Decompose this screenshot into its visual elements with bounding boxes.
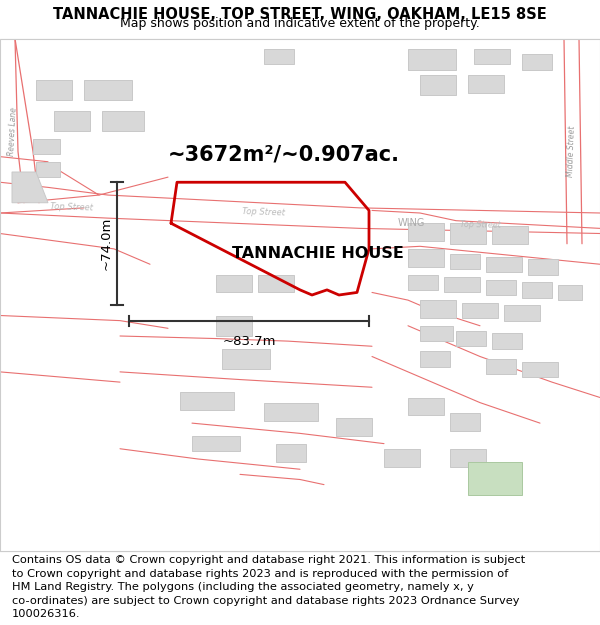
Polygon shape — [558, 285, 582, 300]
Text: Top Street: Top Street — [460, 220, 500, 229]
Polygon shape — [450, 254, 480, 269]
Polygon shape — [216, 274, 252, 292]
Polygon shape — [444, 277, 480, 292]
Polygon shape — [462, 302, 498, 318]
Polygon shape — [408, 274, 438, 290]
Polygon shape — [474, 49, 510, 64]
Polygon shape — [420, 326, 453, 341]
Polygon shape — [102, 111, 144, 131]
Polygon shape — [420, 74, 456, 95]
Polygon shape — [264, 402, 318, 421]
Polygon shape — [258, 274, 294, 292]
Polygon shape — [420, 351, 450, 367]
Text: ~83.7m: ~83.7m — [222, 335, 276, 348]
Polygon shape — [222, 349, 270, 369]
Polygon shape — [504, 305, 540, 321]
Polygon shape — [36, 162, 60, 177]
Text: WING: WING — [397, 218, 425, 228]
Text: Reeves Lane: Reeves Lane — [7, 106, 19, 156]
Polygon shape — [264, 49, 294, 64]
Polygon shape — [522, 54, 552, 69]
Polygon shape — [408, 398, 444, 416]
Polygon shape — [492, 226, 528, 244]
Polygon shape — [216, 316, 252, 336]
Polygon shape — [420, 300, 456, 318]
Text: Top Street: Top Street — [50, 202, 94, 212]
Polygon shape — [336, 418, 372, 436]
Polygon shape — [450, 449, 486, 467]
Text: Contains OS data © Crown copyright and database right 2021. This information is : Contains OS data © Crown copyright and d… — [12, 555, 525, 619]
Polygon shape — [384, 449, 420, 467]
Polygon shape — [12, 172, 48, 202]
Polygon shape — [180, 392, 234, 410]
Polygon shape — [192, 436, 240, 451]
Polygon shape — [492, 334, 522, 349]
Text: ~3672m²/~0.907ac.: ~3672m²/~0.907ac. — [168, 144, 400, 164]
Text: ~74.0m: ~74.0m — [100, 217, 113, 271]
Polygon shape — [450, 223, 486, 244]
Text: TANNACHIE HOUSE: TANNACHIE HOUSE — [232, 246, 404, 261]
Polygon shape — [54, 111, 90, 131]
Polygon shape — [276, 444, 306, 461]
Polygon shape — [33, 139, 60, 154]
Polygon shape — [486, 279, 516, 295]
Polygon shape — [486, 359, 516, 374]
Polygon shape — [84, 80, 132, 100]
Polygon shape — [456, 331, 486, 346]
Polygon shape — [450, 413, 480, 431]
Polygon shape — [408, 249, 444, 267]
Polygon shape — [522, 362, 558, 377]
Polygon shape — [522, 282, 552, 298]
Text: Top Street: Top Street — [242, 207, 286, 217]
Polygon shape — [468, 74, 504, 92]
Text: Middle Street: Middle Street — [566, 126, 577, 178]
Polygon shape — [468, 461, 522, 495]
Text: TANNACHIE HOUSE, TOP STREET, WING, OAKHAM, LE15 8SE: TANNACHIE HOUSE, TOP STREET, WING, OAKHA… — [53, 7, 547, 22]
Polygon shape — [486, 256, 522, 272]
Polygon shape — [36, 80, 72, 100]
Text: Map shows position and indicative extent of the property.: Map shows position and indicative extent… — [120, 18, 480, 30]
Polygon shape — [408, 223, 444, 241]
Polygon shape — [408, 49, 456, 69]
Polygon shape — [528, 259, 558, 274]
